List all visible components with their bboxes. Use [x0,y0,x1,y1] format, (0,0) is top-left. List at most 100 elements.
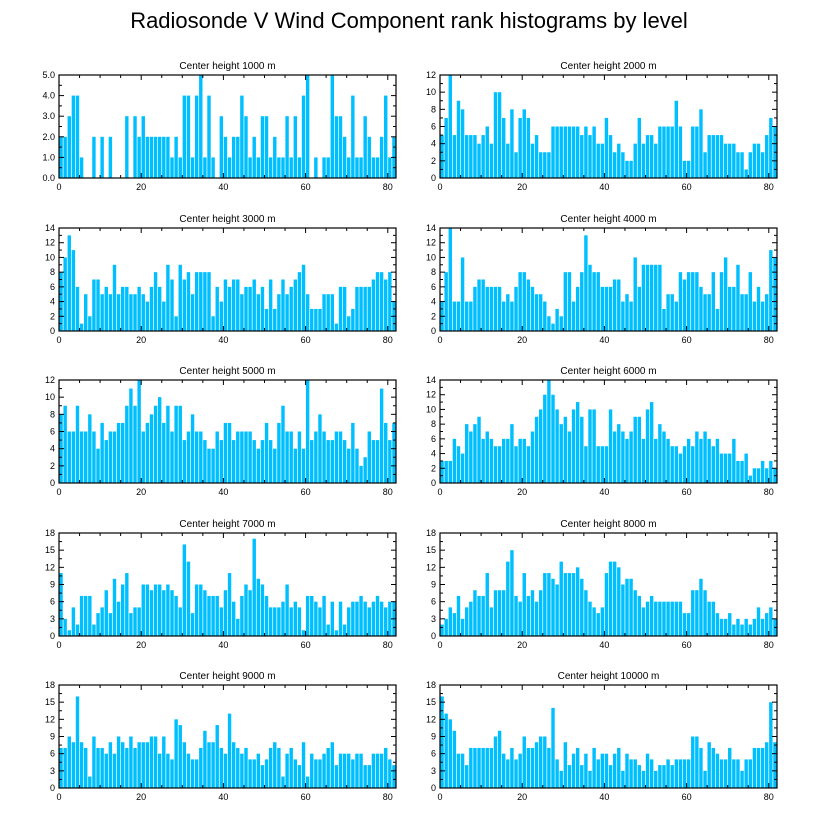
histogram-bar [526,117,531,178]
histogram-bar [440,624,444,636]
histogram-bar [355,157,359,178]
histogram-bar [79,323,84,331]
histogram-bar [342,136,347,178]
histogram-bar [658,601,662,636]
histogram-bar [444,713,448,788]
histogram-panel: Center height 5000 m 0 20 40 60 80 0 2 4 6 8 10 12 [45,366,397,497]
histogram-bar [473,135,477,178]
histogram-bar [740,152,744,178]
histogram-bar [289,286,293,331]
histogram-bar [240,595,244,636]
histogram-bar [170,590,174,636]
histogram-bar [273,448,277,483]
y-tick-label: 0 [50,783,55,793]
histogram-bar [190,759,195,788]
histogram-bar [157,753,162,788]
histogram-bar [223,279,228,331]
x-tick-label: 60 [682,182,692,192]
histogram-bar [526,747,531,788]
histogram-bar [534,742,539,788]
histogram-bar [75,405,80,483]
histogram-bar [448,75,452,178]
histogram-bar [506,759,510,788]
histogram-bar [297,765,302,788]
histogram-bar [752,618,757,636]
histogram-bar [149,136,154,178]
histogram-bar [608,286,613,331]
histogram-bar [281,405,285,483]
histogram-bar [342,440,347,483]
histogram-bar [600,286,605,331]
histogram-bar [363,457,367,483]
histogram-bar [769,702,773,788]
histogram-bar [367,136,371,178]
histogram-bar [355,448,359,483]
histogram-bar [756,286,761,331]
histogram-bar [367,765,371,788]
histogram-bar [384,607,388,636]
histogram-bar [658,424,662,483]
histogram-bar [649,264,654,331]
histogram-bar [244,584,248,636]
histogram-bar [84,294,88,331]
histogram-bar [580,765,584,788]
histogram-bar [289,157,293,178]
histogram-bar [342,286,347,331]
histogram-bar [207,595,211,636]
histogram-bar [334,323,339,331]
histogram-bar [649,402,654,483]
histogram-bar [678,126,683,178]
histogram-bar [264,422,269,483]
histogram-panel: Center height 8000 m 0 20 40 60 80 0 3 6 9 12 15 18 [426,519,778,650]
histogram-bar [543,573,547,636]
histogram-bar [219,607,224,636]
histogram-bar [392,765,396,788]
histogram-bar [67,736,71,788]
histogram-bar [190,294,195,331]
histogram-bar [121,742,125,788]
histogram-bar [592,409,596,483]
histogram-bar [219,301,224,331]
histogram-bar [756,747,761,788]
histogram-bar [326,440,330,483]
histogram-bar [530,431,535,483]
histogram-bar [756,143,761,178]
histogram-bar [612,753,617,788]
histogram-bar [596,759,600,788]
histogram-bar [363,765,367,788]
histogram-bar [502,117,506,178]
histogram-bar [63,405,67,483]
y-tick-label: 8 [50,409,55,419]
histogram-bar [543,394,547,483]
histogram-bar [678,759,683,788]
histogram-bar [133,607,137,636]
histogram-bar [760,618,765,636]
histogram-bar [166,264,170,331]
histogram-bar [580,272,584,331]
histogram-bar [289,747,293,788]
y-tick-label: 0.0 [42,173,55,183]
histogram-bar [367,431,371,483]
histogram-bar [194,431,199,483]
x-tick-label: 0 [56,182,61,192]
histogram-bar [133,116,137,178]
histogram-bar [625,438,629,483]
y-tick-label: 0 [50,478,55,488]
histogram-bar [452,730,457,788]
histogram-bar [112,431,117,483]
histogram-bar [465,424,469,483]
histogram-bar [744,759,748,788]
histogram-bar [518,117,522,178]
histogram-bar [719,453,724,483]
histogram-bar [555,126,559,178]
histogram-bar [273,136,277,178]
y-tick-label: 1.0 [42,152,55,162]
x-tick-label: 0 [56,487,61,497]
histogram-bar [162,736,166,788]
histogram-bar [133,294,137,331]
histogram-bar [203,272,207,331]
histogram-bar [670,765,674,788]
histogram-bar [190,613,195,636]
histogram-panel: Center height 10000 m 0 20 40 60 80 0 3 6 9 12 15 18 [426,671,778,802]
histogram-bar [67,116,71,178]
